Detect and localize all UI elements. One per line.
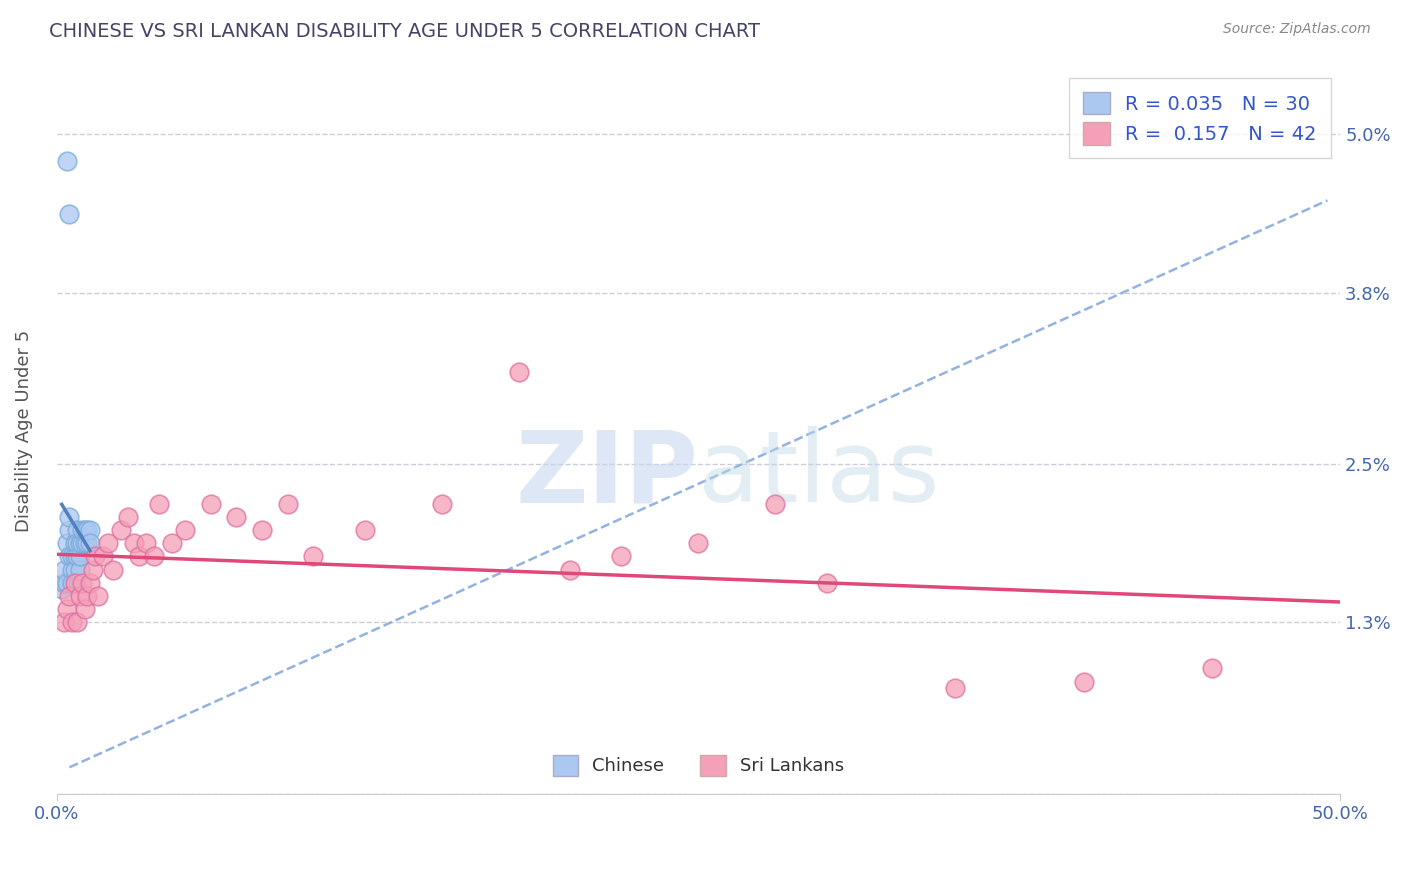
Point — [160, 536, 183, 550]
Point — [76, 589, 98, 603]
Point — [58, 509, 80, 524]
Point — [60, 562, 83, 576]
Point — [69, 549, 91, 564]
Text: CHINESE VS SRI LANKAN DISABILITY AGE UNDER 5 CORRELATION CHART: CHINESE VS SRI LANKAN DISABILITY AGE UND… — [49, 22, 761, 41]
Point — [122, 536, 145, 550]
Point — [815, 575, 838, 590]
Point — [73, 523, 96, 537]
Point — [277, 497, 299, 511]
Point — [143, 549, 166, 564]
Point — [63, 575, 86, 590]
Point — [53, 575, 76, 590]
Point — [200, 497, 222, 511]
Point — [56, 575, 79, 590]
Point — [91, 549, 114, 564]
Text: ZIP: ZIP — [516, 426, 699, 523]
Point — [117, 509, 139, 524]
Point — [63, 549, 86, 564]
Point — [1201, 661, 1223, 675]
Point — [97, 536, 120, 550]
Point — [82, 562, 104, 576]
Point — [66, 615, 89, 630]
Point — [63, 536, 86, 550]
Point — [430, 497, 453, 511]
Point — [69, 562, 91, 576]
Point — [53, 615, 76, 630]
Point — [110, 523, 132, 537]
Point — [58, 549, 80, 564]
Point — [56, 602, 79, 616]
Point — [79, 523, 101, 537]
Point — [1073, 674, 1095, 689]
Point — [66, 523, 89, 537]
Point — [225, 509, 247, 524]
Legend: Chinese, Sri Lankans: Chinese, Sri Lankans — [544, 746, 853, 785]
Point — [72, 536, 94, 550]
Point — [101, 562, 124, 576]
Point — [66, 549, 89, 564]
Point — [943, 681, 966, 696]
Point — [174, 523, 197, 537]
Point — [302, 549, 325, 564]
Point — [76, 536, 98, 550]
Point — [72, 575, 94, 590]
Point — [128, 549, 150, 564]
Point — [79, 575, 101, 590]
Point — [63, 562, 86, 576]
Point — [508, 365, 530, 379]
Point — [688, 536, 710, 550]
Point — [60, 549, 83, 564]
Point — [76, 523, 98, 537]
Point — [56, 536, 79, 550]
Point — [72, 523, 94, 537]
Point — [58, 206, 80, 220]
Point — [69, 589, 91, 603]
Point — [60, 615, 83, 630]
Point — [58, 589, 80, 603]
Point — [765, 497, 787, 511]
Point — [86, 589, 108, 603]
Point — [66, 536, 89, 550]
Point — [250, 523, 273, 537]
Point — [558, 562, 581, 576]
Point — [60, 575, 83, 590]
Text: atlas: atlas — [699, 426, 941, 523]
Point — [53, 562, 76, 576]
Point — [353, 523, 375, 537]
Point — [56, 153, 79, 168]
Point — [73, 536, 96, 550]
Y-axis label: Disability Age Under 5: Disability Age Under 5 — [15, 330, 32, 533]
Text: Source: ZipAtlas.com: Source: ZipAtlas.com — [1223, 22, 1371, 37]
Point — [84, 549, 107, 564]
Point — [73, 602, 96, 616]
Point — [58, 523, 80, 537]
Point — [148, 497, 170, 511]
Point — [610, 549, 633, 564]
Point — [135, 536, 157, 550]
Point — [51, 582, 73, 597]
Point — [69, 536, 91, 550]
Point — [79, 536, 101, 550]
